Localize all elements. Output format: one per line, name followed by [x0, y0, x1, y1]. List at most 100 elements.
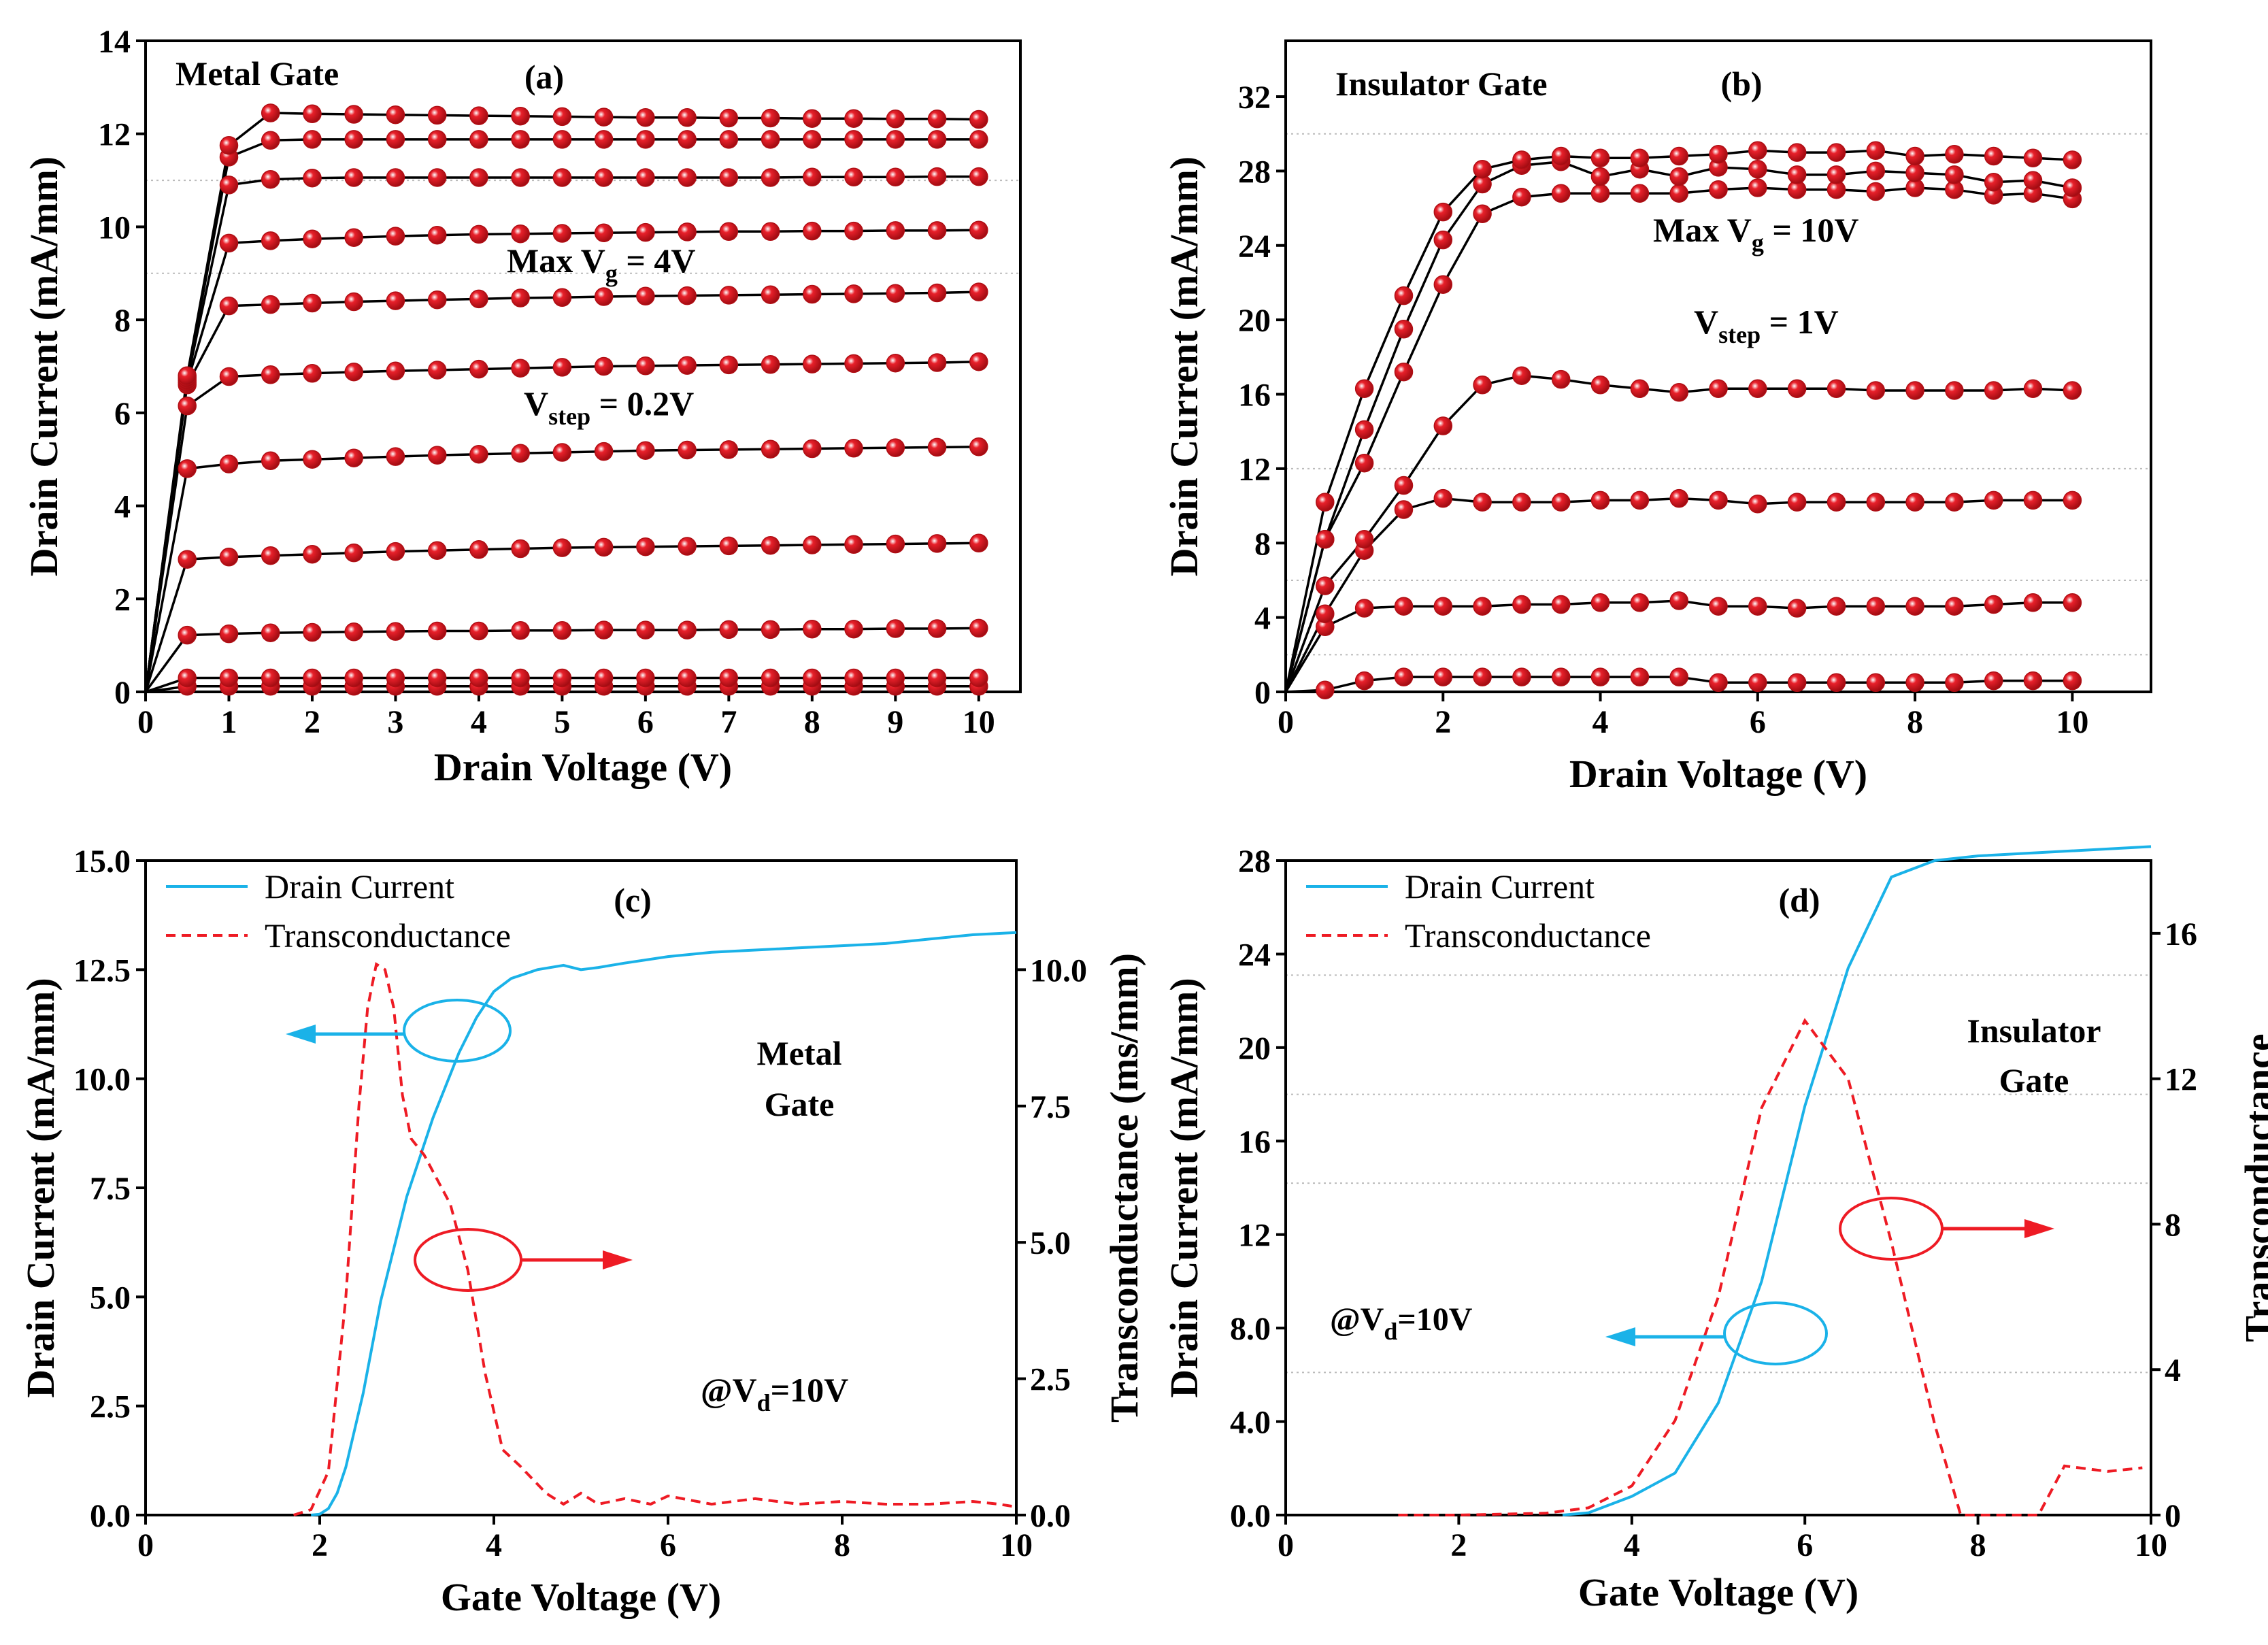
data-point	[552, 130, 572, 149]
data-point	[303, 229, 322, 248]
data-point	[761, 535, 780, 555]
data-point	[844, 354, 863, 373]
data-point	[678, 168, 697, 187]
annotation-vstep: Vstep = 1V	[1694, 303, 1839, 348]
data-point	[344, 668, 363, 688]
data-point	[1669, 383, 1688, 402]
panel-title: Insulator Gate	[1335, 65, 1548, 103]
data-point	[969, 352, 988, 371]
data-point	[511, 668, 530, 688]
data-point	[552, 621, 572, 640]
data-point	[719, 222, 739, 242]
data-point	[803, 109, 822, 128]
x-axis-label: Drain Voltage (V)	[434, 745, 732, 789]
y-tick-label: 28	[1238, 844, 1271, 880]
data-point	[1787, 673, 1807, 693]
data-point	[1512, 493, 1531, 512]
data-point	[594, 668, 614, 688]
data-point	[1945, 673, 1964, 693]
x-tick-label: 4	[471, 704, 487, 740]
data-point	[1787, 599, 1807, 618]
y-tick-label: 12.5	[73, 952, 131, 988]
data-point	[261, 169, 280, 189]
data-point	[219, 233, 239, 253]
data-point	[886, 130, 905, 149]
data-point	[2023, 593, 2043, 612]
data-point	[594, 168, 614, 187]
data-point	[1473, 493, 1492, 512]
panel-label: (c)	[614, 881, 652, 919]
data-point	[594, 356, 614, 376]
data-point	[761, 222, 780, 242]
data-point	[1945, 145, 1964, 164]
data-point	[344, 168, 363, 187]
data-point	[552, 538, 572, 557]
data-point	[469, 444, 488, 464]
data-point	[927, 167, 947, 186]
data-point	[844, 535, 863, 554]
data-point	[511, 224, 530, 244]
y-tick-label: 14	[98, 24, 131, 60]
y-tick-label: 8	[1254, 526, 1271, 562]
data-point	[427, 668, 447, 688]
data-point	[1512, 187, 1531, 207]
x-tick-label: 4	[486, 1527, 502, 1563]
data-point	[927, 221, 947, 240]
data-point	[261, 365, 280, 384]
data-point	[511, 539, 530, 559]
x-tick-label: 2	[1450, 1527, 1467, 1563]
data-point	[1433, 416, 1453, 435]
data-point	[552, 443, 572, 462]
x-tick-label: 10	[2135, 1527, 2167, 1563]
data-point	[427, 105, 447, 125]
data-point	[178, 668, 197, 688]
data-point	[761, 130, 780, 149]
data-point	[1590, 667, 1610, 686]
annotation-ellipse	[1723, 1301, 1828, 1365]
data-point	[219, 668, 239, 688]
data-point	[386, 105, 405, 124]
annotation-arrowhead	[286, 1025, 316, 1044]
data-point	[552, 168, 572, 187]
data-point	[1630, 148, 1650, 168]
data-point	[594, 223, 614, 243]
data-point	[344, 543, 363, 563]
data-point	[719, 168, 739, 187]
data-point	[1866, 141, 1886, 161]
data-point	[1433, 667, 1453, 686]
data-point	[1630, 593, 1650, 612]
annotation-max-vg: Max Vg = 4V	[507, 242, 696, 287]
data-point	[844, 109, 863, 128]
x-tick-label: 8	[804, 704, 820, 740]
data-point	[1590, 148, 1610, 168]
data-point	[1551, 369, 1571, 389]
data-point	[303, 544, 322, 564]
y-tick-label: 12	[1238, 1218, 1271, 1254]
data-point	[303, 168, 322, 188]
y-axis-label: Drain Current (mA/mm)	[1162, 978, 1206, 1397]
y-tick-label: 16	[1238, 378, 1271, 414]
data-point	[1827, 379, 1846, 399]
data-point	[886, 438, 905, 457]
data-point	[803, 619, 822, 639]
data-point	[1984, 671, 2003, 691]
y-axis-label: Drain Current (mA/mm)	[1162, 156, 1206, 576]
data-point	[1551, 667, 1571, 686]
data-point	[1669, 667, 1688, 686]
data-point	[344, 622, 363, 642]
data-point	[2023, 671, 2043, 691]
data-point	[1866, 161, 1886, 181]
y-tick-label: 24	[1238, 937, 1271, 973]
x-tick-label: 7	[720, 704, 737, 740]
x-tick-label: 0	[1278, 704, 1294, 740]
data-point	[1394, 500, 1414, 519]
data-point	[1433, 275, 1453, 294]
y2-axis-label: Transconductance (ms/mm)	[1102, 953, 1146, 1423]
data-point	[594, 537, 614, 557]
legend-label-drain-current: Drain Current	[1405, 867, 1595, 905]
annotation-vstep: Vstep = 0.2V	[524, 384, 694, 430]
data-point	[2063, 150, 2082, 169]
data-point	[969, 130, 988, 149]
y-tick-label: 15.0	[73, 844, 131, 880]
data-point	[886, 221, 905, 240]
